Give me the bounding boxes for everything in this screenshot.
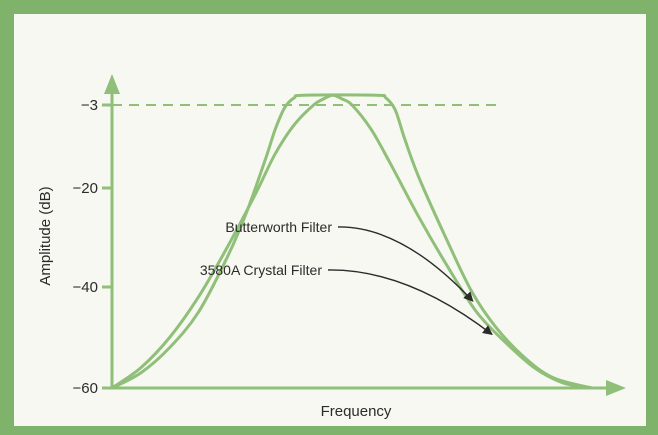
y-axis-title: Amplitude (dB) [37,186,54,285]
series-line-butterworth [111,93,593,390]
annotation-label-butterworth: Butterworth Filter [225,219,332,235]
series-line-crystal [111,93,593,390]
y-tick-label: −40 [73,279,98,296]
axes [104,74,626,396]
y-tick-label: −20 [73,180,98,197]
y-tick-label: −60 [73,380,98,397]
chart-frame: −3 −20 −40 −60 Butterworth Filter 3580A Crys… [14,14,646,426]
y-tick-label: −3 [81,97,98,114]
annotation-arrow [327,269,493,336]
annotations: Butterworth Filter 3580A Crystal Filter [200,219,493,336]
series-lines [111,93,593,390]
annotation-arrow [337,226,474,302]
y-ticks: −3 −20 −40 −60 [73,97,112,397]
amplitude-frequency-chart: −3 −20 −40 −60 Butterworth Filter 3580A Crys… [37,74,626,420]
y-axis-arrowhead [104,74,120,94]
x-axis-title: Frequency [321,403,392,420]
annotation-label-crystal: 3580A Crystal Filter [200,262,322,278]
x-axis-arrowhead [606,380,626,396]
